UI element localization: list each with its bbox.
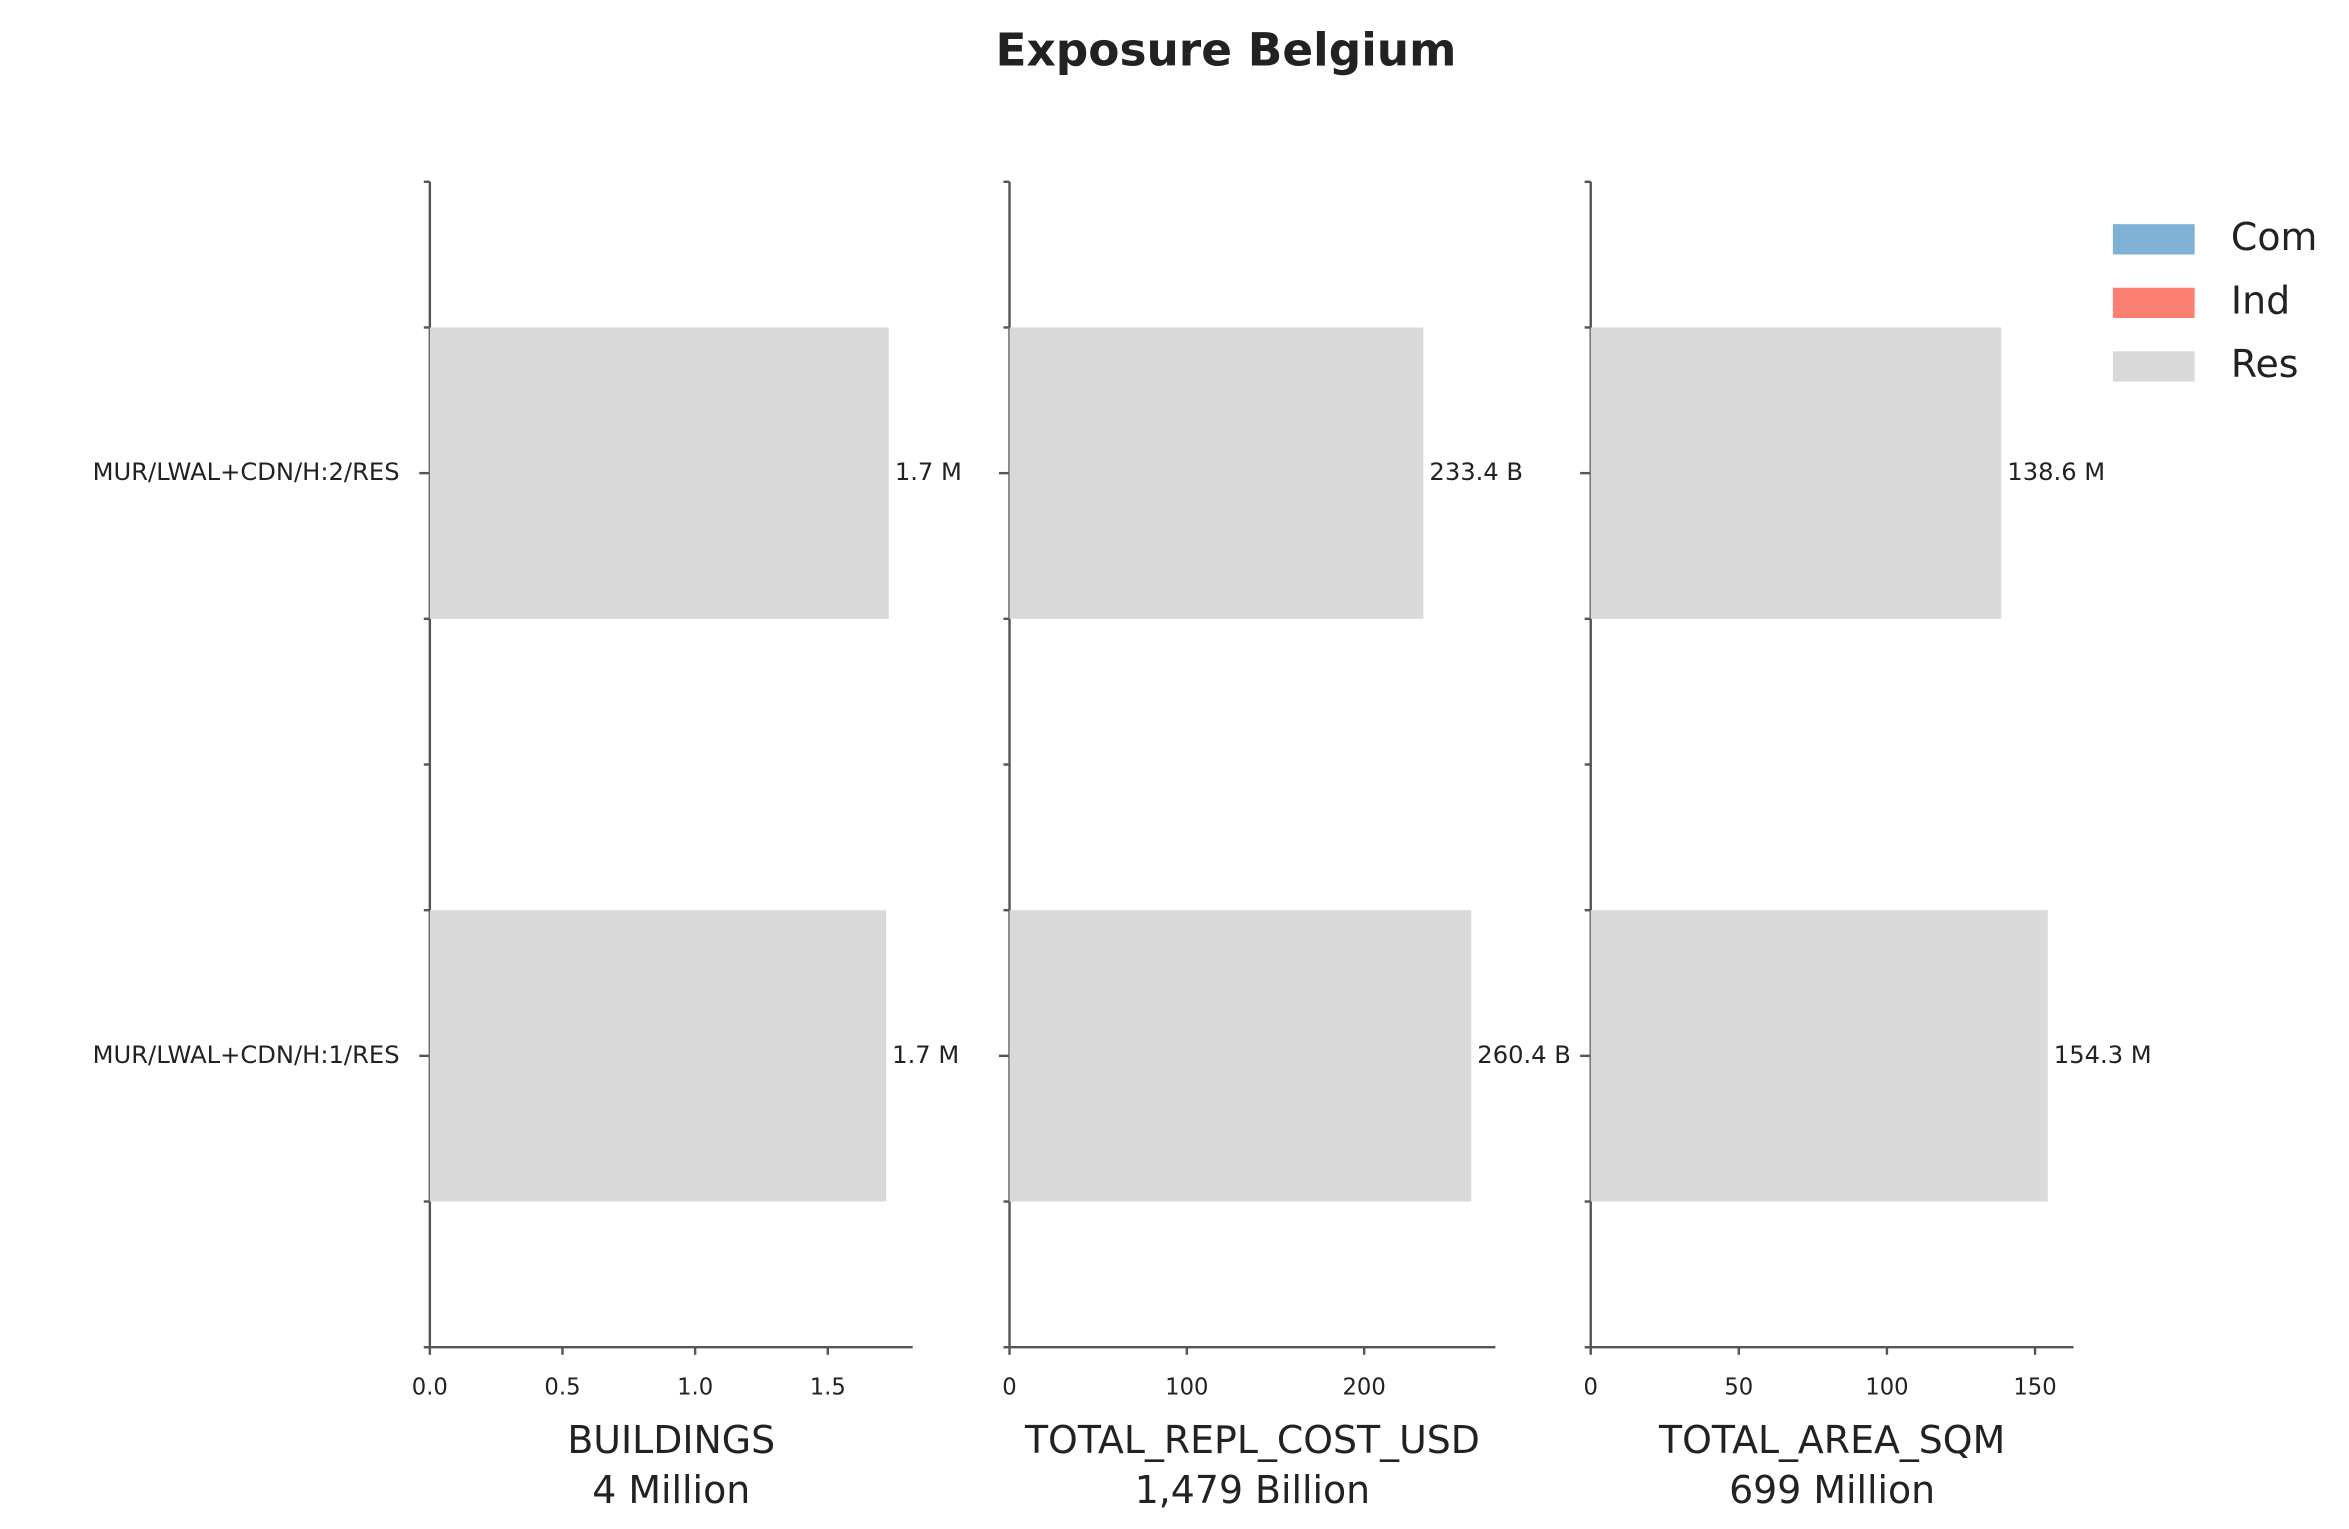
- legend-swatch: [2112, 351, 2195, 382]
- x-tick-label: 1.5: [810, 1375, 846, 1401]
- value-label: 1.7 M: [895, 458, 962, 486]
- bar-res: [429, 327, 889, 619]
- bar-res: [429, 910, 887, 1202]
- x-tick-label: 150: [2013, 1375, 2056, 1401]
- x-tick-label: 0: [1584, 1375, 1598, 1401]
- value-label: 260.4 B: [1477, 1041, 1571, 1069]
- x-tick-label: 1.0: [677, 1375, 713, 1401]
- value-label: 233.4 B: [1429, 458, 1523, 486]
- x-tick-label: 0.5: [544, 1375, 580, 1401]
- legend-swatch: [2112, 287, 2195, 319]
- value-label: 1.7 M: [892, 1041, 959, 1069]
- x-tick-label: 0.0: [412, 1375, 448, 1401]
- x-tick-label: 50: [1724, 1375, 1753, 1401]
- x-tick-label: 0: [1002, 1375, 1016, 1401]
- x-axis-label: TOTAL_REPL_COST_USD: [1024, 1418, 1480, 1462]
- bar-res: [1590, 910, 2048, 1202]
- bar-res: [1009, 327, 1424, 619]
- category-label: MUR/LWAL+CDN/H:1/RES: [93, 1041, 400, 1069]
- x-axis-label: TOTAL_AREA_SQM: [1658, 1418, 2005, 1462]
- chart-title: Exposure Belgium: [996, 24, 1457, 77]
- x-axis-total: 4 Million: [592, 1468, 750, 1512]
- legend-label: Ind: [2231, 278, 2290, 322]
- x-axis-total: 699 Million: [1729, 1468, 1935, 1512]
- x-axis-total: 1,479 Billion: [1135, 1468, 1370, 1512]
- bar-res: [1009, 910, 1472, 1202]
- x-axis-label: BUILDINGS: [567, 1418, 775, 1462]
- legend-label: Res: [2231, 342, 2299, 386]
- category-label: MUR/LWAL+CDN/H:2/RES: [93, 458, 400, 486]
- legend-label: Com: [2231, 215, 2317, 259]
- value-label: 138.6 M: [2007, 458, 2105, 486]
- x-tick-label: 100: [1165, 1375, 1208, 1401]
- value-label: 154.3 M: [2054, 1041, 2152, 1069]
- bar-res: [1590, 327, 2002, 619]
- legend-swatch: [2112, 224, 2195, 255]
- x-tick-label: 200: [1342, 1375, 1385, 1401]
- x-tick-label: 100: [1865, 1375, 1908, 1401]
